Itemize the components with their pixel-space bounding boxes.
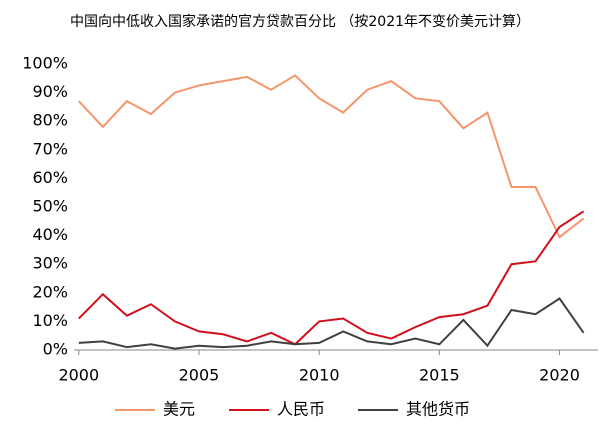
legend-label: 人民币	[277, 400, 325, 419]
y-tick-label: 60%	[32, 168, 68, 187]
series-line	[78, 297, 585, 350]
series-line	[78, 210, 585, 346]
x-tick-label: 2015	[419, 366, 460, 385]
x-tick-label: 2010	[299, 366, 340, 385]
legend-label: 其他货币	[406, 400, 470, 419]
y-tick-label: 20%	[32, 282, 68, 301]
x-tick-label: 2000	[58, 366, 99, 385]
y-tick-label: 10%	[32, 311, 68, 330]
y-tick-label: 80%	[32, 111, 68, 130]
legend-label: 美元	[163, 400, 195, 419]
y-tick-label: 0%	[43, 340, 68, 359]
x-tick-label: 2005	[179, 366, 220, 385]
y-tick-label: 50%	[32, 197, 68, 216]
y-tick-label: 40%	[32, 225, 68, 244]
chart-title: 中国向中低收入国家承诺的官方贷款百分比 （按2021年不变价美元计算）	[70, 13, 530, 30]
x-tick-label: 2020	[539, 366, 580, 385]
y-tick-label: 100%	[22, 54, 68, 73]
y-tick-label: 30%	[32, 254, 68, 273]
y-tick-label: 70%	[32, 139, 68, 158]
y-tick-label: 90%	[32, 82, 68, 101]
series-line	[78, 74, 585, 239]
